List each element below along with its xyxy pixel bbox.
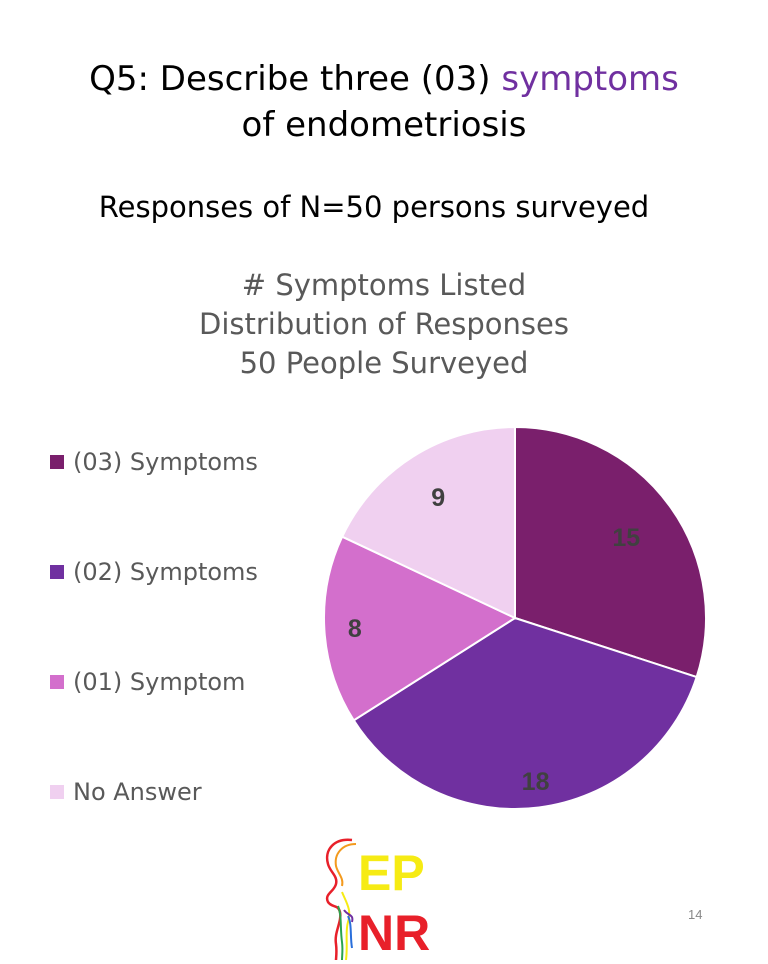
logo-text-nr: NR [358, 905, 430, 960]
slide-subtitle: Responses of N=50 persons surveyed [98, 190, 650, 224]
legend-label: No Answer [73, 778, 202, 806]
legend-item-01-symptom: (01) Symptom [50, 668, 245, 696]
legend-label: (02) Symptoms [73, 558, 258, 586]
pie-chart: 15 18 8 9 [323, 425, 707, 810]
legend-swatch [50, 785, 64, 799]
legend-label: (01) Symptom [73, 668, 246, 696]
legend-item-02-symptoms: (02) Symptoms [50, 558, 258, 586]
pie-slice-01-symptom [323, 535, 518, 722]
page-number: 14 [688, 907, 703, 922]
data-label-02-symptoms: 18 [522, 768, 550, 796]
data-label-03-symptoms: 15 [612, 524, 640, 552]
legend-item-no-answer: No Answer [50, 778, 202, 806]
legend-swatch [50, 675, 64, 689]
chart-title: # Symptoms Listed Distribution of Respon… [0, 266, 768, 383]
chart-title-line: # Symptoms Listed [241, 268, 527, 302]
legend-item-03-symptoms: (03) Symptoms [50, 448, 258, 476]
legend-swatch [50, 455, 64, 469]
legend-swatch [50, 565, 64, 579]
legend-label: (03) Symptoms [73, 448, 258, 476]
pie-slice-02-symptoms [352, 616, 698, 810]
data-label-no-answer: 9 [431, 484, 445, 512]
slide-title: Q5: Describe three (03) symptoms of endo… [0, 56, 768, 148]
title-accent-text: symptoms [501, 59, 679, 99]
pie-slice-no-answer [340, 425, 516, 620]
title-line-2: of endometriosis [241, 105, 527, 145]
logo-text-ep: EP [358, 845, 425, 901]
chart-title-line: Distribution of Responses [199, 307, 569, 341]
rainbow-person-silhouette-icon: EP NR [325, 838, 430, 961]
data-label-01-symptom: 8 [348, 615, 362, 643]
chart-title-line: 50 People Surveyed [239, 346, 529, 380]
pie-slice-03-symptoms [514, 425, 707, 679]
epnr-logo: EP NR [312, 832, 462, 961]
title-line-1: Q5: Describe three (03) symptoms [0, 56, 768, 102]
title-text: Q5: Describe three (03) [89, 59, 502, 99]
